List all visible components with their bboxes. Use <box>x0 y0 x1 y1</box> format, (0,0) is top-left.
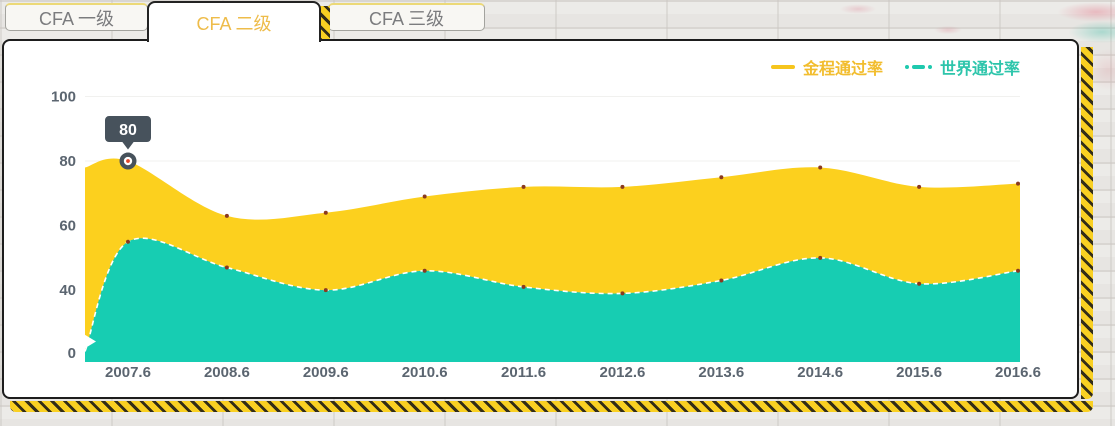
point-world-2016.6[interactable] <box>1016 268 1020 273</box>
tooltip-box <box>105 116 151 143</box>
legend-label-jincheng: 金程通过率 <box>802 61 883 78</box>
jincheng-line-swatch-icon <box>770 65 795 69</box>
x-tick-2007.6: 2007.6 <box>105 364 151 381</box>
y-tick-0: 0 <box>68 345 76 362</box>
y-tick-80: 80 <box>59 153 76 170</box>
tooltip-value: 80 <box>119 122 137 139</box>
point-jincheng-2016.6[interactable] <box>1016 181 1020 186</box>
y-tick-60: 60 <box>59 218 76 235</box>
point-jincheng-2011.6[interactable] <box>521 184 526 189</box>
x-tick-2013.6: 2013.6 <box>698 364 744 381</box>
tab-cfa-level1-label: CFA 一级 <box>38 8 114 29</box>
legend-label-world: 世界通过率 <box>939 61 1020 78</box>
card-bottom-hazard-stripe <box>10 401 1093 412</box>
point-world-2007.6[interactable] <box>126 239 130 244</box>
highlight-marker-center <box>126 159 130 163</box>
point-jincheng-2009.6[interactable] <box>323 210 328 215</box>
point-world-2010.6[interactable] <box>422 268 427 273</box>
world-dashdot-swatch-icon <box>904 65 932 69</box>
point-jincheng-2014.6[interactable] <box>818 165 823 170</box>
point-world-2013.6[interactable] <box>719 278 724 283</box>
x-tick-2015.6: 2015.6 <box>896 364 942 381</box>
x-tick-2014.6: 2014.6 <box>797 364 843 381</box>
y-tick-40: 40 <box>59 282 76 299</box>
legend-item-world[interactable]: 世界通过率 <box>904 55 1020 79</box>
x-tick-2011.6: 2011.6 <box>501 364 546 381</box>
card-right-hazard-stripe <box>1081 47 1093 399</box>
x-tick-2012.6: 2012.6 <box>599 364 645 381</box>
x-tick-2009.6: 2009.6 <box>303 364 349 381</box>
point-world-2014.6[interactable] <box>818 255 823 260</box>
tab-cfa-level3-label: CFA 三级 <box>368 8 444 29</box>
point-world-2011.6[interactable] <box>521 284 526 289</box>
tab-cfa-level3[interactable]: CFA 三级 <box>328 3 485 31</box>
world-dashed-line <box>84 237 1020 352</box>
tab-cfa-level2-label: CFA 二级 <box>196 13 272 34</box>
tab-cfa-level1[interactable]: CFA 一级 <box>5 3 148 31</box>
active-tab-hazard-stripe <box>318 6 330 39</box>
x-tick-2008.6: 2008.6 <box>204 364 250 381</box>
tab-cfa-level2[interactable]: CFA 二级 <box>147 1 321 42</box>
chart-legend: 金程通过率 世界通过率 <box>752 55 1020 79</box>
tooltip-pointer <box>122 141 134 150</box>
x-tick-2016.6: 2016.6 <box>995 364 1041 381</box>
point-jincheng-2015.6[interactable] <box>917 184 922 189</box>
point-world-2009.6[interactable] <box>323 288 328 293</box>
point-world-2008.6[interactable] <box>224 265 229 270</box>
point-jincheng-2012.6[interactable] <box>620 184 625 189</box>
point-jincheng-2008.6[interactable] <box>224 213 229 218</box>
point-world-2012.6[interactable] <box>620 291 625 296</box>
point-world-2015.6[interactable] <box>917 281 922 286</box>
x-tick-2010.6: 2010.6 <box>402 364 448 381</box>
y-axis-break-icon <box>82 333 96 350</box>
point-jincheng-2013.6[interactable] <box>719 175 724 180</box>
point-jincheng-2010.6[interactable] <box>422 194 427 199</box>
legend-item-jincheng[interactable]: 金程通过率 <box>770 55 883 79</box>
y-tick-100: 100 <box>51 89 76 106</box>
area-world <box>85 238 1020 362</box>
